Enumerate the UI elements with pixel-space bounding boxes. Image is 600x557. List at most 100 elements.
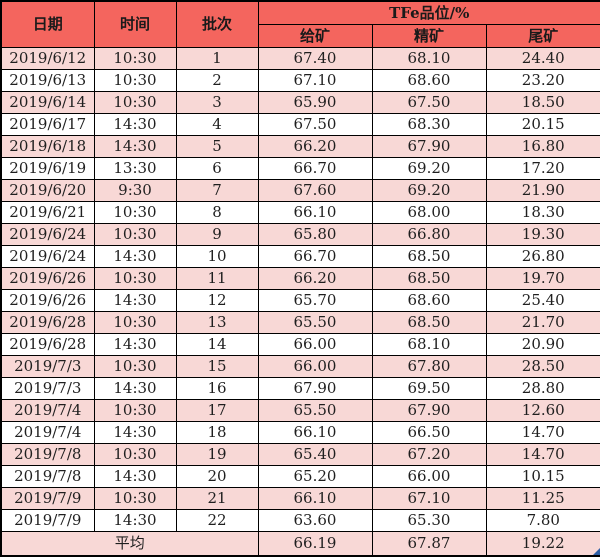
cell-feed: 66.00 — [257, 355, 373, 378]
cell-date: 2019/6/12 — [0, 47, 95, 70]
cell-concentrate: 69.50 — [371, 377, 487, 400]
cell-tailings: 10.15 — [485, 465, 600, 488]
table-row: 2019/7/8 14:30 20 65.20 66.00 10.15 — [0, 465, 600, 488]
cell-date: 2019/7/3 — [0, 377, 95, 400]
cell-time: 14:30 — [93, 509, 177, 532]
cell-concentrate: 67.90 — [371, 135, 487, 158]
cell-tailings: 20.15 — [485, 113, 600, 136]
cell-concentrate: 66.80 — [371, 223, 487, 246]
cell-feed: 66.20 — [257, 135, 373, 158]
cell-date: 2019/7/4 — [0, 421, 95, 444]
cell-batch: 18 — [175, 421, 259, 444]
cell-feed: 66.20 — [257, 267, 373, 290]
cell-feed: 65.70 — [257, 289, 373, 312]
cell-time: 10:30 — [93, 355, 177, 378]
cell-tailings: 19.30 — [485, 223, 600, 246]
table-row: 2019/6/17 14:30 4 67.50 68.30 20.15 — [0, 113, 600, 136]
cell-batch: 14 — [175, 333, 259, 356]
average-tailings-value: 19.22 — [485, 531, 600, 557]
cell-time: 14:30 — [93, 377, 177, 400]
table-row: 2019/7/9 10:30 21 66.10 67.10 11.25 — [0, 487, 600, 510]
cell-feed: 65.80 — [257, 223, 373, 246]
cell-feed: 67.90 — [257, 377, 373, 400]
table-row: 2019/6/20 9:30 7 67.60 69.20 21.90 — [0, 179, 600, 202]
cell-concentrate: 68.50 — [371, 245, 487, 268]
cell-date: 2019/7/8 — [0, 465, 95, 488]
table-row: 2019/7/8 10:30 19 65.40 67.20 14.70 — [0, 443, 600, 466]
table-row: 2019/6/18 14:30 5 66.20 67.90 16.80 — [0, 135, 600, 158]
cell-feed: 66.10 — [257, 421, 373, 444]
cell-tailings: 17.20 — [485, 157, 600, 180]
cell-feed: 65.50 — [257, 399, 373, 422]
average-feed-value: 66.19 — [257, 531, 373, 557]
cell-tailings: 20.90 — [485, 333, 600, 356]
average-label: 平均 — [0, 531, 259, 557]
cell-time: 14:30 — [93, 245, 177, 268]
cell-batch: 16 — [175, 377, 259, 400]
cell-time: 14:30 — [93, 465, 177, 488]
cell-concentrate: 68.50 — [371, 267, 487, 290]
table-row: 2019/6/21 10:30 8 66.10 68.00 18.30 — [0, 201, 600, 224]
cell-concentrate: 68.50 — [371, 311, 487, 334]
cell-batch: 8 — [175, 201, 259, 224]
cell-time: 10:30 — [93, 91, 177, 114]
table-row: 2019/6/28 10:30 13 65.50 68.50 21.70 — [0, 311, 600, 334]
cell-batch: 4 — [175, 113, 259, 136]
cell-time: 14:30 — [93, 333, 177, 356]
cell-batch: 20 — [175, 465, 259, 488]
cell-time: 10:30 — [93, 201, 177, 224]
header-tfe-grade-group: TFe品位/% — [257, 0, 600, 25]
cell-time: 14:30 — [93, 113, 177, 136]
cell-concentrate: 68.60 — [371, 69, 487, 92]
table-row: 2019/7/3 10:30 15 66.00 67.80 28.50 — [0, 355, 600, 378]
cell-time: 10:30 — [93, 47, 177, 70]
table-row: 2019/6/19 13:30 6 66.70 69.20 17.20 — [0, 157, 600, 180]
cell-tailings: 12.60 — [485, 399, 600, 422]
cell-date: 2019/7/4 — [0, 399, 95, 422]
cell-date: 2019/6/14 — [0, 91, 95, 114]
cell-tailings: 28.80 — [485, 377, 600, 400]
header-date: 日期 — [0, 0, 95, 48]
cell-tailings: 18.50 — [485, 91, 600, 114]
table-row: 2019/7/9 14:30 22 63.60 65.30 7.80 — [0, 509, 600, 532]
cell-date: 2019/6/26 — [0, 289, 95, 312]
cell-tailings: 26.80 — [485, 245, 600, 268]
cell-tailings: 7.80 — [485, 509, 600, 532]
excel-fill-handle[interactable] — [593, 548, 600, 555]
cell-date: 2019/7/3 — [0, 355, 95, 378]
cell-date: 2019/6/24 — [0, 223, 95, 246]
cell-tailings: 19.70 — [485, 267, 600, 290]
table-row: 2019/7/3 14:30 16 67.90 69.50 28.80 — [0, 377, 600, 400]
average-tailings-text: 19.22 — [521, 534, 565, 552]
cell-batch: 17 — [175, 399, 259, 422]
cell-concentrate: 69.20 — [371, 157, 487, 180]
cell-batch: 1 — [175, 47, 259, 70]
cell-tailings: 18.30 — [485, 201, 600, 224]
cell-concentrate: 68.30 — [371, 113, 487, 136]
cell-concentrate: 67.80 — [371, 355, 487, 378]
cell-concentrate: 68.60 — [371, 289, 487, 312]
cell-feed: 65.40 — [257, 443, 373, 466]
cell-batch: 19 — [175, 443, 259, 466]
average-concentrate-value: 67.87 — [371, 531, 487, 557]
cell-batch: 5 — [175, 135, 259, 158]
table-row: 2019/7/4 10:30 17 65.50 67.90 12.60 — [0, 399, 600, 422]
cell-date: 2019/6/19 — [0, 157, 95, 180]
cell-feed: 67.60 — [257, 179, 373, 202]
cell-tailings: 14.70 — [485, 443, 600, 466]
cell-tailings: 21.70 — [485, 311, 600, 334]
cell-feed: 67.10 — [257, 69, 373, 92]
cell-date: 2019/6/28 — [0, 311, 95, 334]
cell-feed: 67.50 — [257, 113, 373, 136]
table-row: 2019/6/14 10:30 3 65.90 67.50 18.50 — [0, 91, 600, 114]
cell-feed: 65.50 — [257, 311, 373, 334]
cell-concentrate: 66.00 — [371, 465, 487, 488]
cell-feed: 65.20 — [257, 465, 373, 488]
cell-batch: 13 — [175, 311, 259, 334]
header-tailings: 尾矿 — [485, 24, 600, 48]
cell-date: 2019/6/20 — [0, 179, 95, 202]
cell-concentrate: 67.10 — [371, 487, 487, 510]
cell-tailings: 24.40 — [485, 47, 600, 70]
cell-concentrate: 68.00 — [371, 201, 487, 224]
